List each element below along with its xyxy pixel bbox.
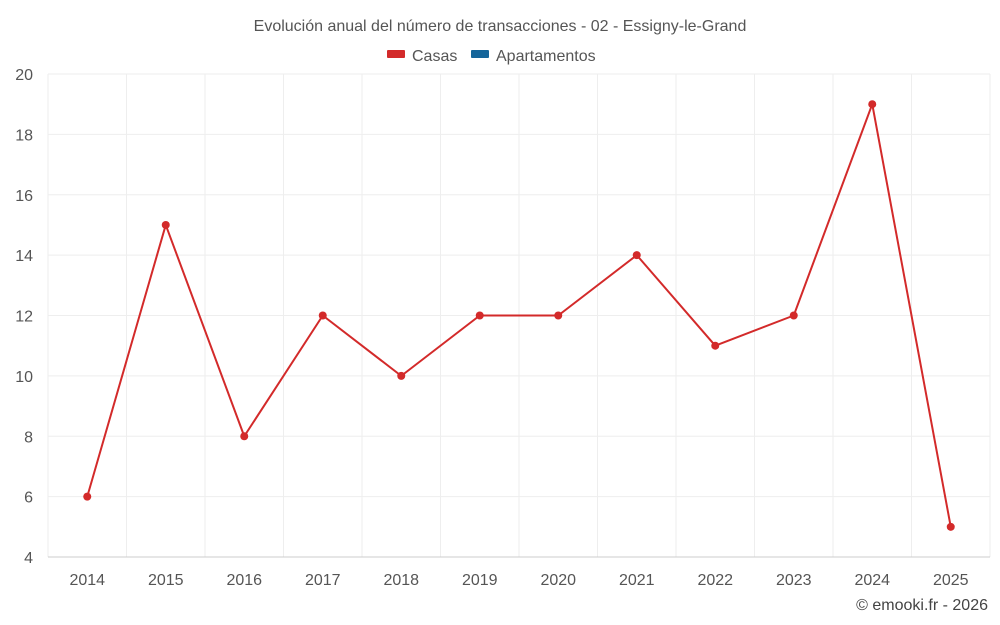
x-tick-label: 2017	[305, 572, 341, 589]
y-tick-label: 6	[24, 490, 33, 507]
y-tick-label: 16	[15, 188, 33, 205]
x-tick-label: 2025	[933, 572, 969, 589]
data-point-casas[interactable]	[946, 522, 955, 531]
x-tick-label: 2021	[619, 572, 655, 589]
x-tick-label: 2014	[69, 572, 105, 589]
y-tick-label: 14	[15, 248, 33, 265]
data-point-casas[interactable]	[789, 311, 798, 320]
data-point-casas[interactable]	[868, 100, 877, 109]
data-point-casas[interactable]	[632, 251, 641, 260]
data-point-casas[interactable]	[711, 341, 720, 350]
legend-swatch-apartamentos	[471, 50, 489, 58]
y-tick-label: 8	[24, 429, 33, 446]
x-axis-labels: 2014 2015 2016 2017 2018 2019 2020 2021 2022 2023…	[69, 572, 968, 589]
x-tick-label: 2018	[383, 572, 419, 589]
chart-title: Evolución anual del número de transaccio…	[254, 18, 747, 35]
data-point-casas[interactable]	[397, 371, 406, 380]
y-tick-label: 10	[15, 369, 33, 386]
x-tick-label: 2024	[854, 572, 890, 589]
x-tick-label: 2023	[776, 572, 812, 589]
y-axis-labels: 4 6 8 10 12 14 16 18 20	[15, 67, 33, 567]
y-tick-label: 20	[15, 67, 33, 84]
data-point-casas[interactable]	[318, 311, 327, 320]
x-tick-label: 2020	[540, 572, 576, 589]
x-gridlines	[47, 74, 991, 557]
legend-label-apartamentos: Apartamentos	[496, 48, 596, 65]
data-point-casas[interactable]	[161, 220, 170, 229]
x-tick-label: 2015	[148, 572, 184, 589]
x-tick-label: 2019	[462, 572, 498, 589]
legend-item-apartamentos[interactable]: Apartamentos	[471, 48, 596, 65]
x-tick-label: 2022	[697, 572, 733, 589]
legend: Casas Apartamentos	[387, 48, 596, 65]
x-tick-label: 2016	[226, 572, 262, 589]
legend-item-casas[interactable]: Casas	[387, 48, 457, 65]
data-point-casas[interactable]	[554, 311, 563, 320]
legend-label-casas: Casas	[412, 48, 457, 65]
data-point-casas[interactable]	[475, 311, 484, 320]
y-tick-label: 12	[15, 309, 33, 326]
legend-swatch-casas	[387, 50, 405, 58]
data-point-casas[interactable]	[83, 492, 92, 501]
credit-text: © emooki.fr - 2026	[856, 597, 988, 614]
y-tick-label: 4	[24, 550, 33, 567]
series-line-casas	[86, 103, 952, 527]
series-casas	[83, 100, 955, 531]
data-point-casas[interactable]	[240, 432, 249, 441]
y-tick-label: 18	[15, 127, 33, 144]
